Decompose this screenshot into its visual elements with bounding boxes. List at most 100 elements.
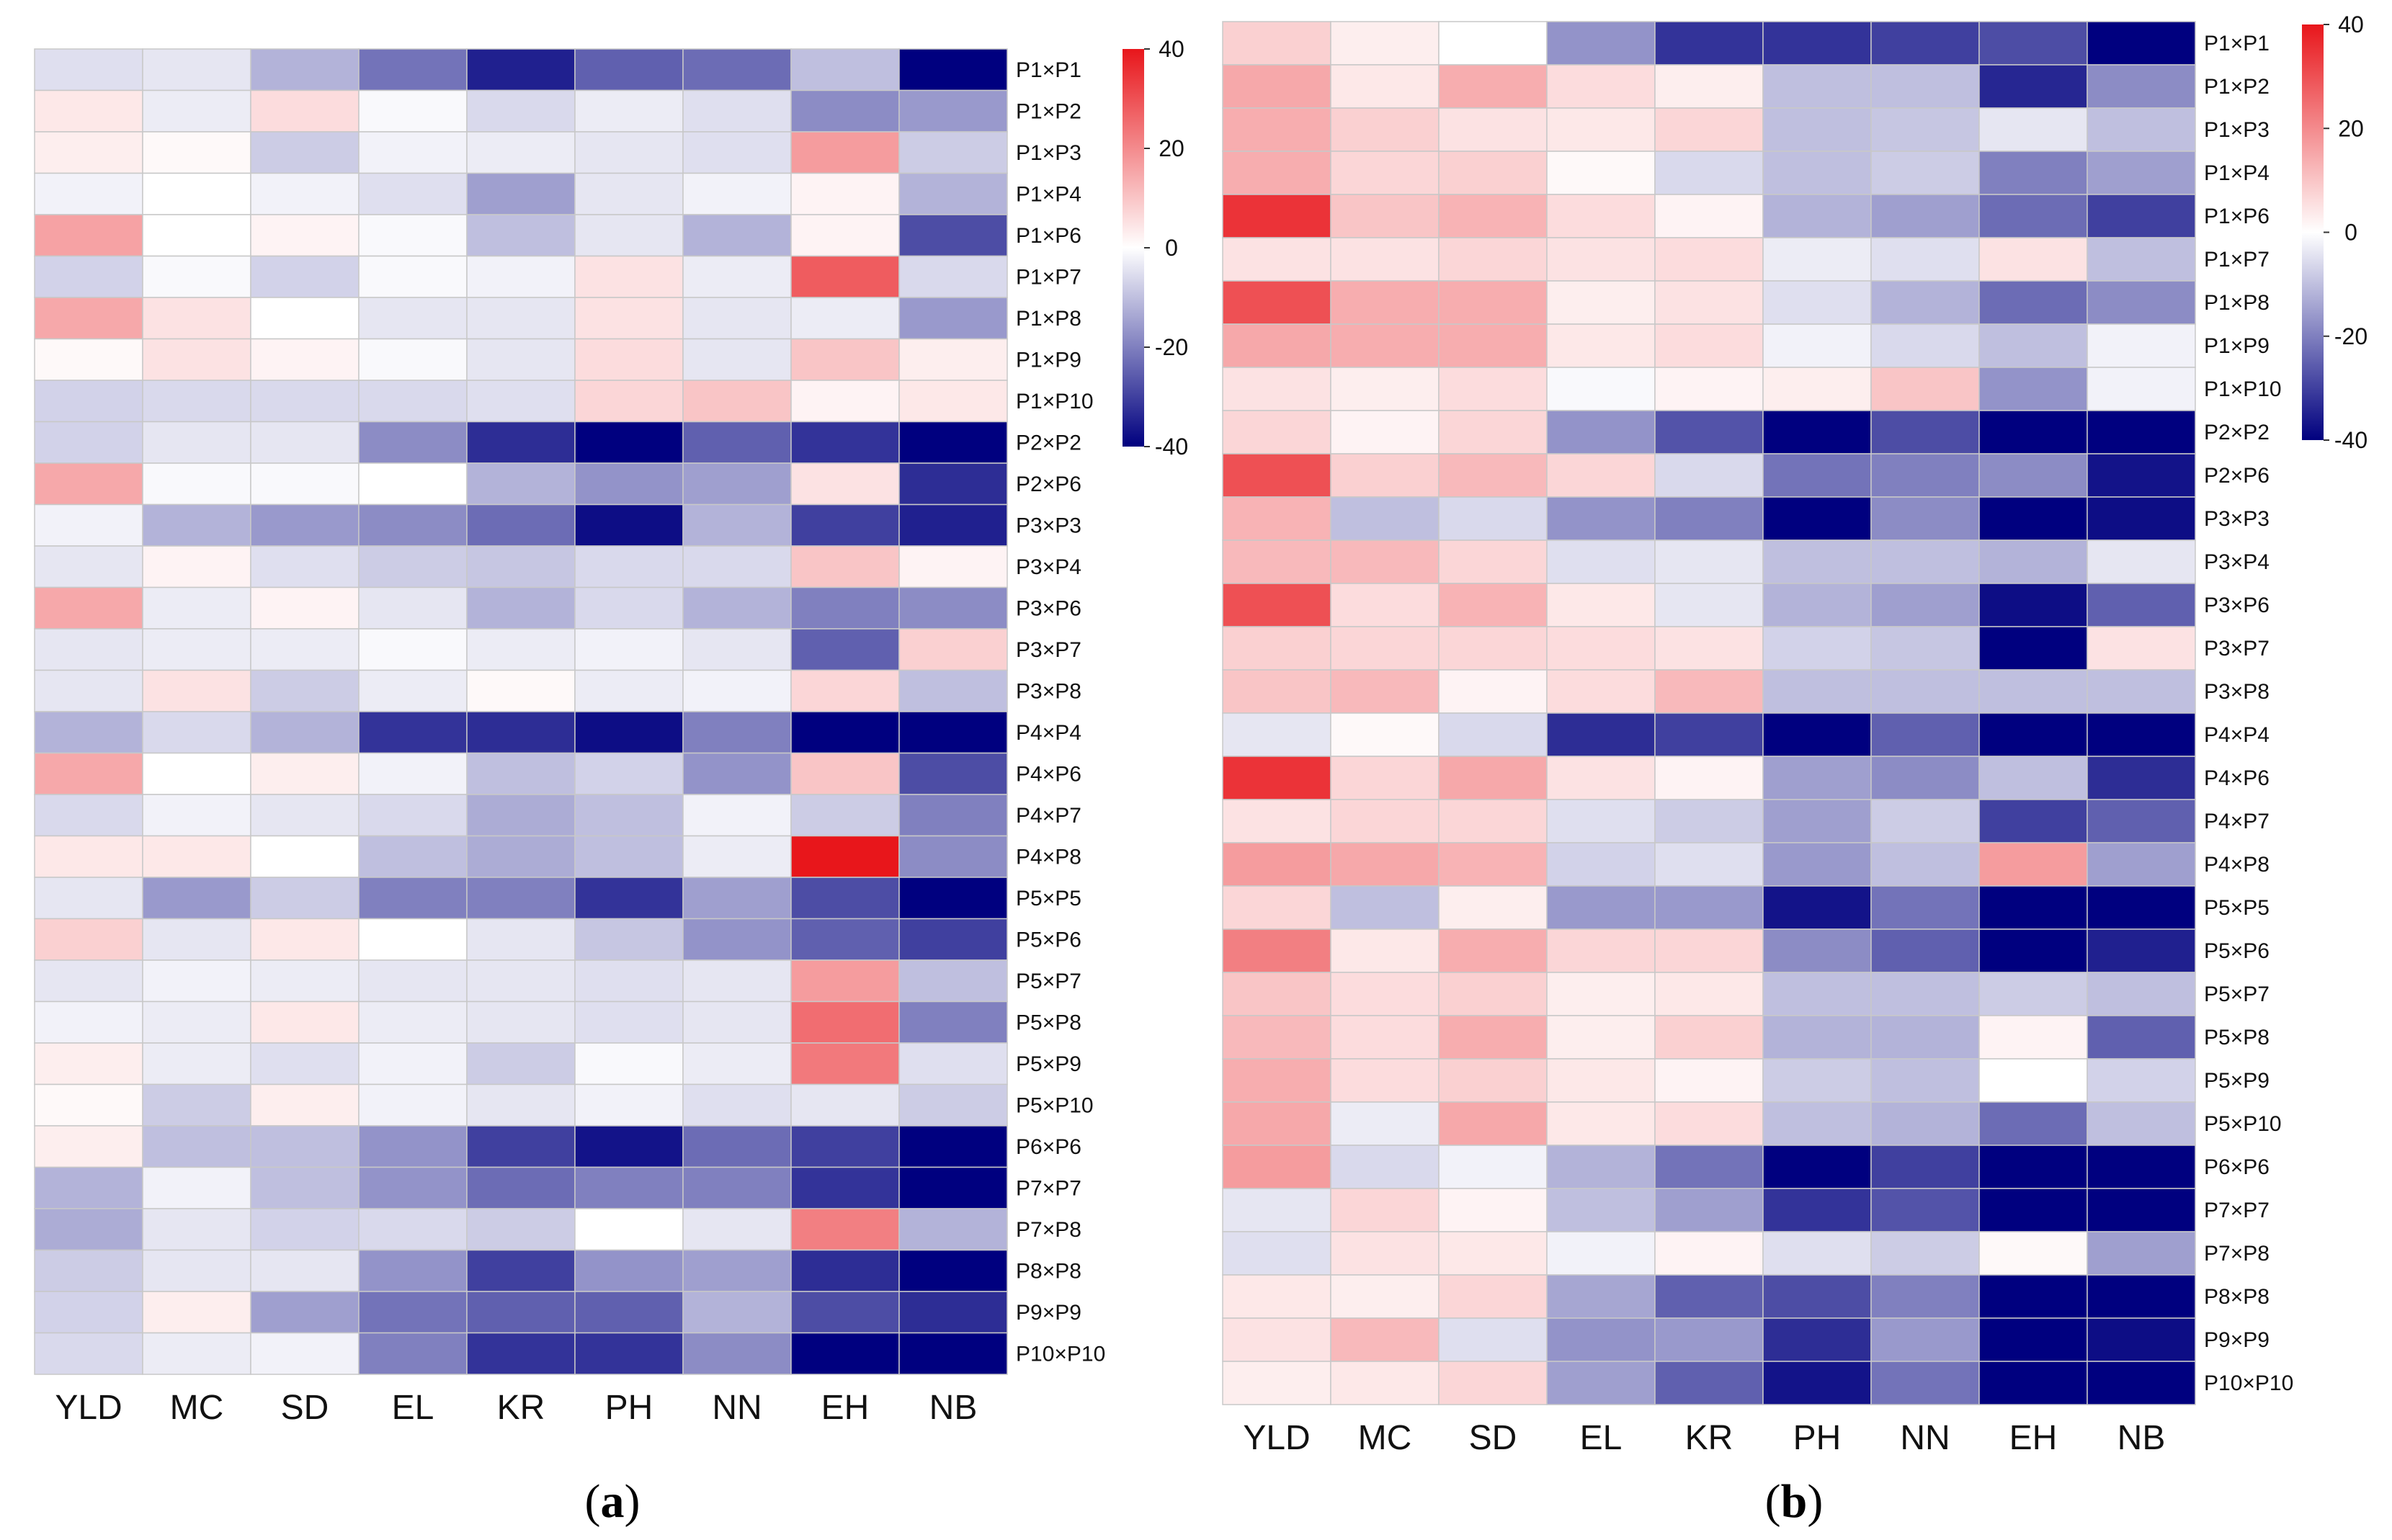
heatmap-cell bbox=[466, 545, 576, 588]
heatmap-cell bbox=[250, 1042, 360, 1085]
heatmap-cell bbox=[1654, 972, 1764, 1016]
heatmap-cell bbox=[1762, 194, 1872, 238]
colorbar-tick-label: 0 bbox=[1165, 235, 1178, 261]
heatmap-cell bbox=[1870, 1188, 1980, 1232]
heatmap-cell bbox=[466, 1000, 576, 1044]
heatmap-cell bbox=[1654, 669, 1764, 714]
heatmap-cell bbox=[1762, 583, 1872, 627]
heatmap-cell bbox=[1978, 496, 2088, 541]
heatmap-cell bbox=[1222, 107, 1331, 152]
heatmap-cell bbox=[574, 297, 684, 340]
heatmap-cell bbox=[1978, 237, 2088, 282]
heatmap-cell bbox=[466, 48, 576, 91]
colorbar bbox=[2302, 24, 2324, 440]
heatmap-cell bbox=[1546, 496, 1656, 541]
heatmap-cell bbox=[1438, 626, 1548, 671]
row-label: P1×P7 bbox=[2204, 248, 2270, 272]
heatmap-cell bbox=[1546, 410, 1656, 455]
heatmap-cell bbox=[1654, 1101, 1764, 1146]
heatmap-cell bbox=[1438, 885, 1548, 930]
heatmap-cell bbox=[898, 421, 1008, 464]
heatmap-cell bbox=[1222, 669, 1331, 714]
column-label: EL bbox=[1580, 1419, 1623, 1457]
heatmap-cell bbox=[1546, 885, 1656, 930]
heatmap-cell bbox=[1222, 885, 1331, 930]
heatmap-cell bbox=[1546, 1317, 1656, 1362]
heatmap-cell bbox=[142, 380, 251, 423]
heatmap-cell bbox=[1978, 1101, 2088, 1146]
heatmap-cell bbox=[790, 1291, 900, 1334]
heatmap-cell bbox=[2087, 799, 2196, 843]
heatmap-cell bbox=[1978, 1188, 2088, 1232]
row-label: P10×P10 bbox=[1016, 1342, 1105, 1366]
heatmap-cell bbox=[1330, 367, 1440, 411]
heatmap-cell bbox=[1870, 1101, 1980, 1146]
heatmap-cell bbox=[1330, 1317, 1440, 1362]
heatmap-cell bbox=[1330, 1274, 1440, 1319]
heatmap-cell bbox=[1546, 583, 1656, 627]
heatmap-cell bbox=[1438, 972, 1548, 1016]
column-label: YLD bbox=[1243, 1419, 1310, 1457]
heatmap-cell bbox=[466, 172, 576, 215]
heatmap-cell bbox=[1978, 1015, 2088, 1060]
heatmap-cell bbox=[1978, 453, 2088, 498]
heatmap-cell bbox=[142, 711, 251, 754]
heatmap-cell bbox=[466, 628, 576, 671]
heatmap-cell bbox=[1222, 1361, 1331, 1405]
heatmap-cell bbox=[1762, 237, 1872, 282]
heatmap-cell bbox=[250, 711, 360, 754]
heatmap-cell bbox=[2087, 64, 2196, 109]
heatmap-cell bbox=[682, 1042, 792, 1085]
row-label: P8×P8 bbox=[1016, 1259, 1081, 1283]
heatmap-cell bbox=[2087, 280, 2196, 325]
heatmap-cell bbox=[1546, 669, 1656, 714]
heatmap-cell bbox=[898, 959, 1008, 1003]
heatmap-cell bbox=[142, 1291, 251, 1334]
heatmap-cell bbox=[34, 462, 143, 506]
row-label: P1×P2 bbox=[2204, 75, 2270, 99]
heatmap-cell bbox=[682, 545, 792, 588]
heatmap-cell bbox=[1546, 799, 1656, 843]
heatmap-cell bbox=[250, 214, 360, 257]
heatmap-cell bbox=[1546, 712, 1656, 757]
heatmap-cell bbox=[574, 1332, 684, 1375]
heatmap-cell bbox=[898, 794, 1008, 837]
heatmap-cell bbox=[790, 462, 900, 506]
heatmap-cell bbox=[1546, 194, 1656, 238]
heatmap-cell bbox=[574, 628, 684, 671]
heatmap-cell bbox=[250, 462, 360, 506]
heatmap-cell bbox=[1330, 21, 1440, 66]
heatmap-cell bbox=[574, 918, 684, 961]
heatmap-cell bbox=[1870, 583, 1980, 627]
row-label: P4×P4 bbox=[1016, 721, 1081, 745]
heatmap-cell bbox=[142, 752, 251, 795]
heatmap-cell bbox=[250, 794, 360, 837]
heatmap-cell bbox=[1870, 151, 1980, 195]
heatmap-cell bbox=[466, 711, 576, 754]
heatmap-cell bbox=[1978, 21, 2088, 66]
column-label: PH bbox=[605, 1389, 653, 1427]
heatmap-cell bbox=[574, 835, 684, 878]
heatmap-cell bbox=[1978, 1231, 2088, 1276]
heatmap-cell bbox=[1978, 1317, 2088, 1362]
heatmap-cell bbox=[1438, 1361, 1548, 1405]
heatmap-cell bbox=[466, 959, 576, 1003]
heatmap-cell bbox=[790, 794, 900, 837]
heatmap-cell bbox=[142, 1042, 251, 1085]
heatmap-cell bbox=[790, 421, 900, 464]
heatmap-cell bbox=[1978, 885, 2088, 930]
heatmap-cell bbox=[1654, 280, 1764, 325]
heatmap-cell bbox=[1222, 626, 1331, 671]
heatmap-cell bbox=[1762, 1101, 1872, 1146]
heatmap-cell bbox=[574, 959, 684, 1003]
heatmap-cell bbox=[1654, 1361, 1764, 1405]
heatmap-cell bbox=[1870, 972, 1980, 1016]
colorbar-tick-label: 40 bbox=[2338, 12, 2364, 37]
heatmap-cell bbox=[790, 1000, 900, 1044]
row-label: P5×P8 bbox=[1016, 1011, 1081, 1034]
heatmap-cell bbox=[574, 1083, 684, 1127]
colorbar-tick-label: -20 bbox=[1155, 334, 1188, 360]
heatmap-cell bbox=[1438, 1101, 1548, 1146]
heatmap-cell bbox=[790, 545, 900, 588]
heatmap-cell bbox=[34, 959, 143, 1003]
